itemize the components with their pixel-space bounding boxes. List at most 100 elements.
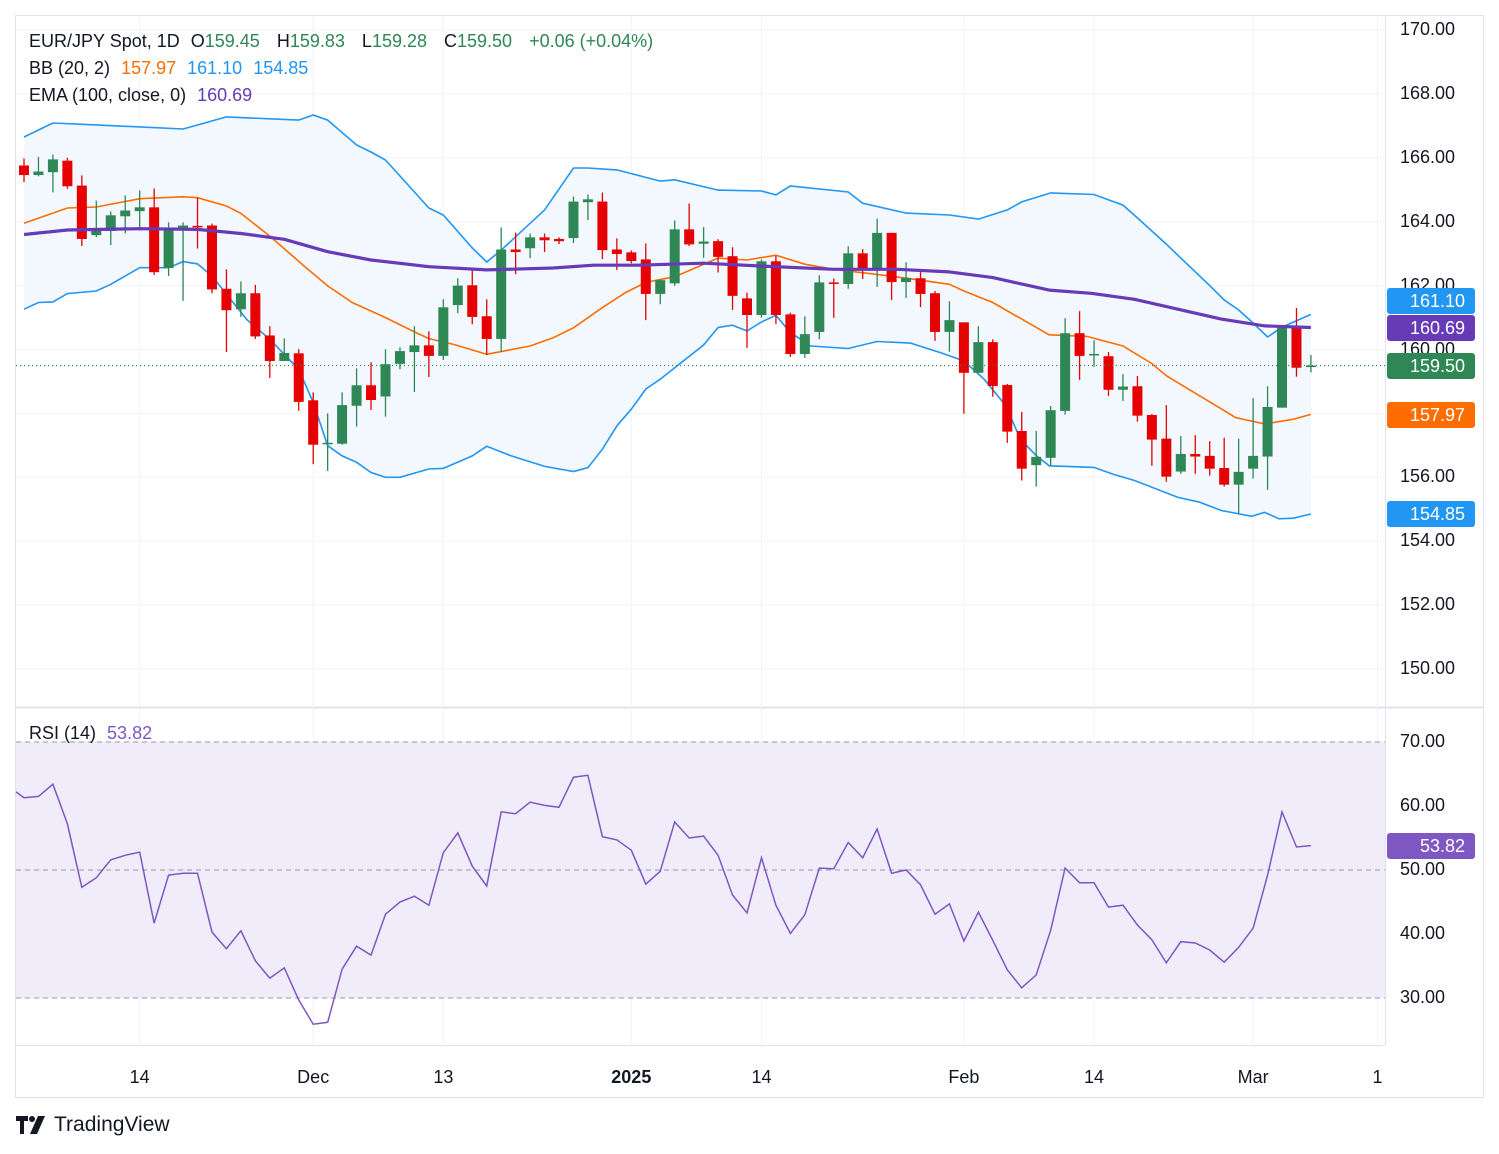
candle-body: [250, 293, 261, 337]
candle-body: [221, 288, 232, 311]
candle: [308, 392, 319, 465]
candle-body: [1305, 365, 1316, 368]
candle: [597, 192, 608, 260]
candle: [1161, 405, 1172, 482]
tradingview-logo-icon: [16, 1116, 45, 1134]
candle-body: [467, 285, 478, 317]
candle-body: [380, 364, 391, 397]
price-axis-label: 152.00: [1400, 594, 1456, 615]
candle-body: [62, 160, 73, 187]
candle-body: [626, 252, 637, 261]
candle-body: [539, 237, 550, 241]
candle: [1031, 430, 1042, 487]
candle-body: [1089, 353, 1100, 356]
bollinger-band-fill: [24, 115, 1311, 519]
candle: [380, 349, 391, 417]
ema-line: [23, 227, 1311, 330]
candle: [1190, 435, 1201, 474]
candle: [1248, 398, 1259, 479]
candle-body: [1161, 438, 1172, 477]
time-axis-label: 14: [129, 1067, 150, 1087]
high-value: 159.83: [289, 31, 345, 51]
legend-ema[interactable]: EMA (100, close, 0) 160.69: [29, 85, 258, 106]
candle-body: [886, 232, 897, 283]
candle: [1016, 411, 1027, 481]
candle: [799, 316, 810, 358]
candle-body: [915, 278, 926, 294]
candle-body: [727, 256, 738, 296]
time-axis-label: 1: [1372, 1067, 1383, 1087]
candle: [582, 194, 593, 221]
candle-body: [554, 238, 565, 242]
candle: [1089, 340, 1100, 367]
legend-bb[interactable]: BB (20, 2) 157.97 161.10 154.85: [29, 58, 314, 79]
candle-body: [293, 353, 304, 402]
time-axis-label: 14: [1084, 1067, 1105, 1087]
candle: [1074, 311, 1085, 380]
candle: [192, 197, 203, 249]
bb-label: BB (20, 2): [29, 58, 111, 78]
candle: [987, 339, 998, 397]
candle: [293, 349, 304, 411]
candle: [120, 195, 131, 234]
candle: [684, 203, 695, 246]
tradingview-logo[interactable]: TradingView: [16, 1113, 170, 1137]
candle-body: [872, 232, 883, 270]
candle: [915, 269, 926, 308]
candle-body: [929, 293, 940, 332]
rsi-axis-label: 30.00: [1400, 987, 1446, 1007]
candle-body: [322, 442, 333, 445]
price-axis-label: 150.00: [1400, 658, 1456, 678]
candle: [1103, 352, 1114, 396]
candle-body: [1219, 468, 1230, 485]
open-field: O159.45: [191, 31, 266, 51]
candle-body: [597, 201, 608, 251]
candle: [351, 368, 362, 427]
candle: [394, 347, 405, 370]
candle-body: [423, 345, 434, 356]
candle-body: [1074, 333, 1085, 356]
candle: [1146, 414, 1157, 466]
candle-body: [1117, 386, 1128, 390]
candle-body: [438, 307, 449, 356]
price-axis-label: 170.00: [1400, 19, 1456, 39]
candle: [1262, 386, 1273, 490]
candle-body: [1262, 407, 1273, 457]
time-axis-label: Dec: [297, 1067, 330, 1087]
candle-body: [756, 261, 767, 315]
candle: [264, 326, 275, 378]
candle: [423, 331, 434, 377]
low-value: 159.28: [371, 31, 427, 51]
candle: [279, 338, 290, 362]
candle: [1060, 318, 1071, 415]
candle-body: [452, 285, 463, 306]
time-axis-label: Mar: [1237, 1067, 1269, 1087]
candle-body: [91, 230, 102, 236]
candle: [510, 232, 521, 275]
high-label: H: [276, 31, 290, 51]
candle: [1002, 384, 1013, 443]
candle-body: [33, 171, 44, 176]
time-axis-label: Feb: [948, 1067, 980, 1087]
candle-body: [958, 322, 969, 373]
candle-body: [611, 249, 622, 254]
legend-rsi[interactable]: RSI (14) 53.82: [29, 723, 158, 744]
candle: [958, 322, 969, 414]
candle: [554, 237, 565, 245]
candle-body: [944, 320, 955, 332]
rsi-axis-label: 70.00: [1400, 731, 1446, 751]
candle: [134, 190, 145, 228]
close-field: C159.50: [444, 31, 518, 51]
candle-body: [901, 277, 912, 283]
rsi-value: 53.82: [107, 723, 153, 743]
candle: [539, 233, 550, 253]
price-axis-label: 168.00: [1400, 82, 1456, 103]
price-axis-label: 154.00: [1400, 530, 1456, 551]
symbol-label: EUR/JPY Spot, 1D: [29, 31, 180, 51]
candle-body: [814, 282, 825, 332]
open-value: 159.45: [204, 31, 260, 51]
candle-body: [1045, 410, 1056, 458]
candle-body: [1190, 453, 1201, 457]
price-axis-label: 164.00: [1400, 210, 1456, 231]
